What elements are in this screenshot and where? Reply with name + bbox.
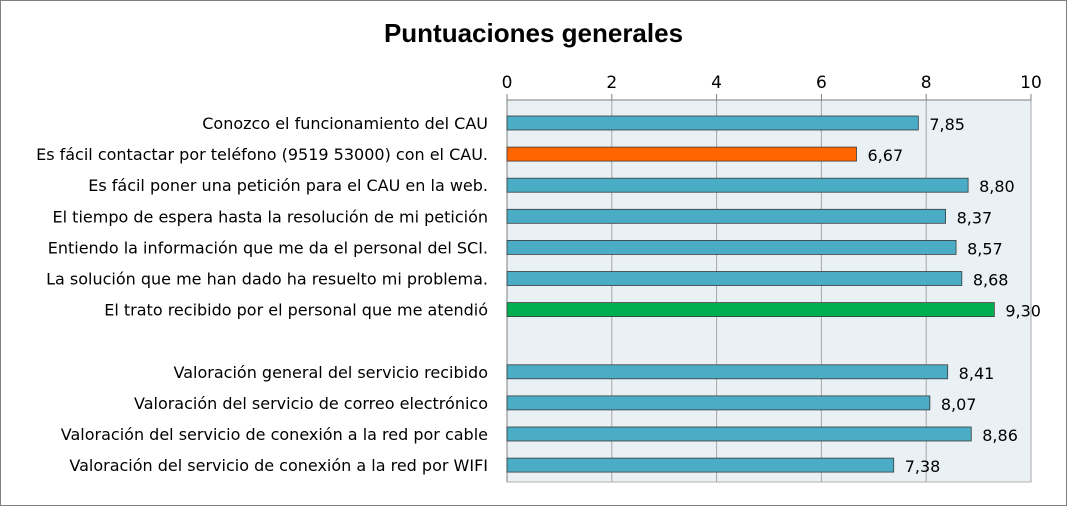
bar <box>506 457 895 473</box>
data-label: 9,30 <box>1005 302 1041 321</box>
x-tick-label: 0 <box>502 73 513 93</box>
category-label: Valoración del servicio de conexión a la… <box>69 456 488 475</box>
data-label: 7,85 <box>929 115 965 134</box>
bar <box>506 395 931 411</box>
data-label: 8,80 <box>979 177 1015 196</box>
x-tick-label: 8 <box>921 73 932 93</box>
category-label: Valoración del servicio de correo electr… <box>134 394 488 413</box>
x-tick-label: 6 <box>816 73 827 93</box>
data-label: 8,57 <box>967 239 1003 258</box>
x-tick-label: 4 <box>711 73 722 93</box>
bar <box>506 146 857 162</box>
bar <box>506 426 972 442</box>
bar <box>506 177 969 193</box>
x-tick-label: 10 <box>1020 73 1042 93</box>
bar <box>506 271 963 286</box>
data-label: 6,67 <box>868 146 904 165</box>
category-label: Valoración general del servicio recibido <box>174 363 488 382</box>
category-label: La solución que me han dado ha resuelto … <box>46 270 488 289</box>
category-label: Es fácil poner una petición para el CAU … <box>88 176 488 195</box>
category-label: Entiendo la información que me da el per… <box>48 238 488 257</box>
bar <box>506 302 995 318</box>
bar <box>506 364 949 380</box>
data-label: 8,86 <box>982 426 1018 445</box>
data-label: 7,38 <box>905 457 941 476</box>
category-label: Valoración del servicio de conexión a la… <box>61 425 488 444</box>
x-tick-label: 2 <box>606 73 617 93</box>
data-label: 8,07 <box>941 395 977 414</box>
category-label: El trato recibido por el personal que me… <box>104 301 488 320</box>
data-label: 8,68 <box>973 271 1009 290</box>
bar <box>506 115 919 131</box>
category-label: El tiempo de espera hasta la resolución … <box>53 207 488 226</box>
category-label: Es fácil contactar por teléfono (9519 53… <box>36 145 488 164</box>
chart-title: Puntuaciones generales <box>383 18 684 48</box>
bar <box>506 239 957 255</box>
bar <box>506 208 946 224</box>
data-label: 8,37 <box>957 208 993 227</box>
data-label: 8,41 <box>959 364 995 383</box>
category-label: Conozco el funcionamiento del CAU <box>202 114 488 133</box>
